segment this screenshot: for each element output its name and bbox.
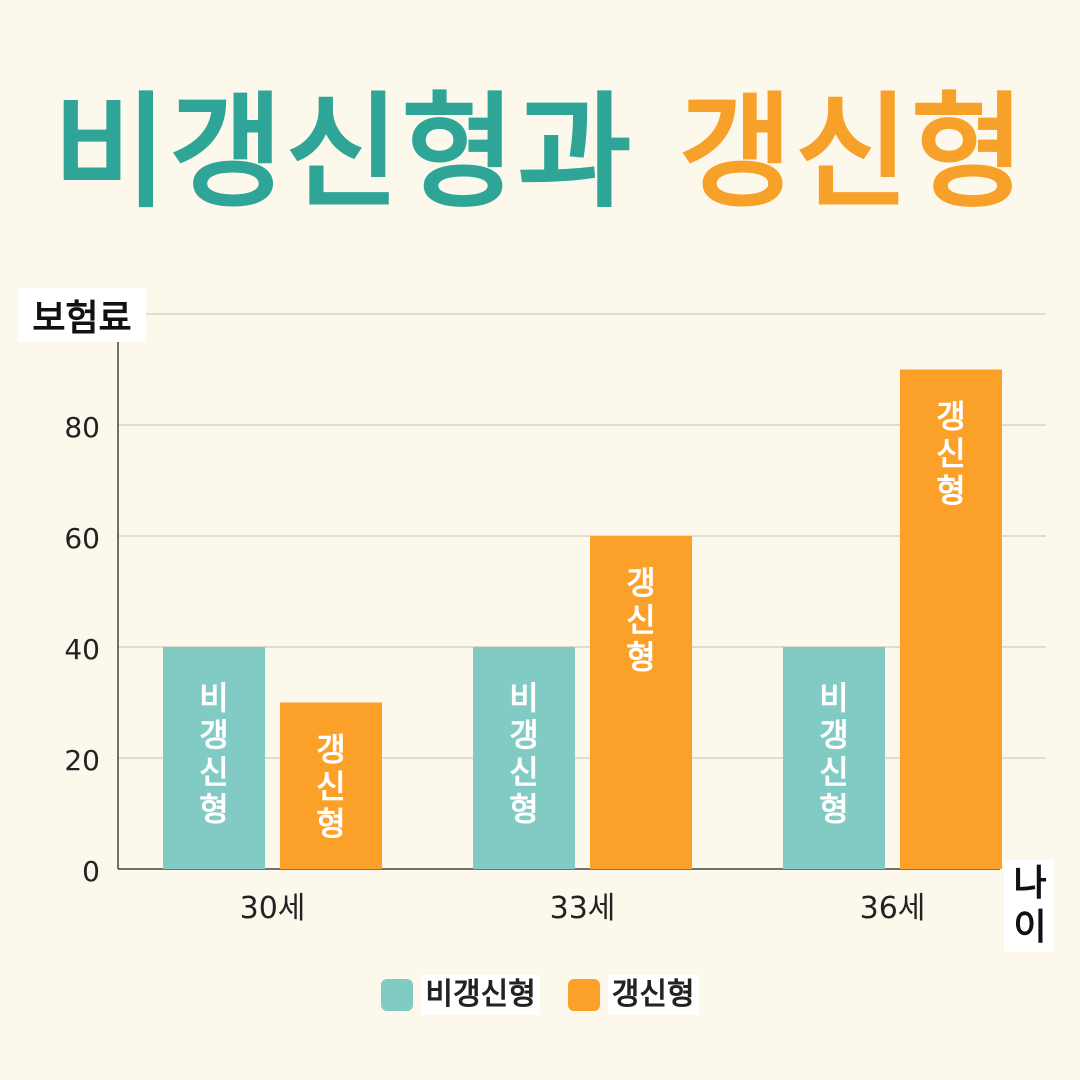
y-tick-label: 80 xyxy=(64,411,100,444)
y-tick-label: 40 xyxy=(64,633,100,666)
y-tick-label: 0 xyxy=(82,855,100,888)
bar-renewable xyxy=(280,702,382,869)
title-part-renewable: 갱신형 xyxy=(678,81,1027,225)
bar-nonrenewable xyxy=(163,647,265,869)
x-tick-label: 36세 xyxy=(860,891,926,926)
legend-item-renewable: 갱신형 xyxy=(567,975,699,1015)
x-tick-label: 30세 xyxy=(240,891,306,926)
x-axis-label-bg xyxy=(1004,860,1054,952)
y-tick-label: 60 xyxy=(64,522,100,555)
bar-renewable xyxy=(900,369,1002,869)
legend: 비갱신형 갱신형 xyxy=(0,975,1080,1015)
legend-swatch-nonrenewable xyxy=(381,979,414,1011)
bar-nonrenewable xyxy=(473,647,575,869)
y-axis-label-bg xyxy=(18,288,146,342)
legend-swatch-renewable xyxy=(567,979,600,1011)
bar-renewable xyxy=(590,536,692,869)
legend-item-nonrenewable: 비갱신형 xyxy=(381,975,540,1015)
chart-title: 비갱신형과 갱신형 xyxy=(0,78,1080,228)
legend-label-renewable: 갱신형 xyxy=(607,975,699,1015)
bar-nonrenewable xyxy=(783,647,885,869)
x-tick-label: 33세 xyxy=(550,891,616,926)
y-axis-label: 보험료 xyxy=(32,298,131,339)
legend-label-nonrenewable: 비갱신형 xyxy=(421,975,540,1015)
y-tick-label: 20 xyxy=(64,744,100,777)
title-part-nonrenewable: 비갱신형과 xyxy=(53,81,634,225)
